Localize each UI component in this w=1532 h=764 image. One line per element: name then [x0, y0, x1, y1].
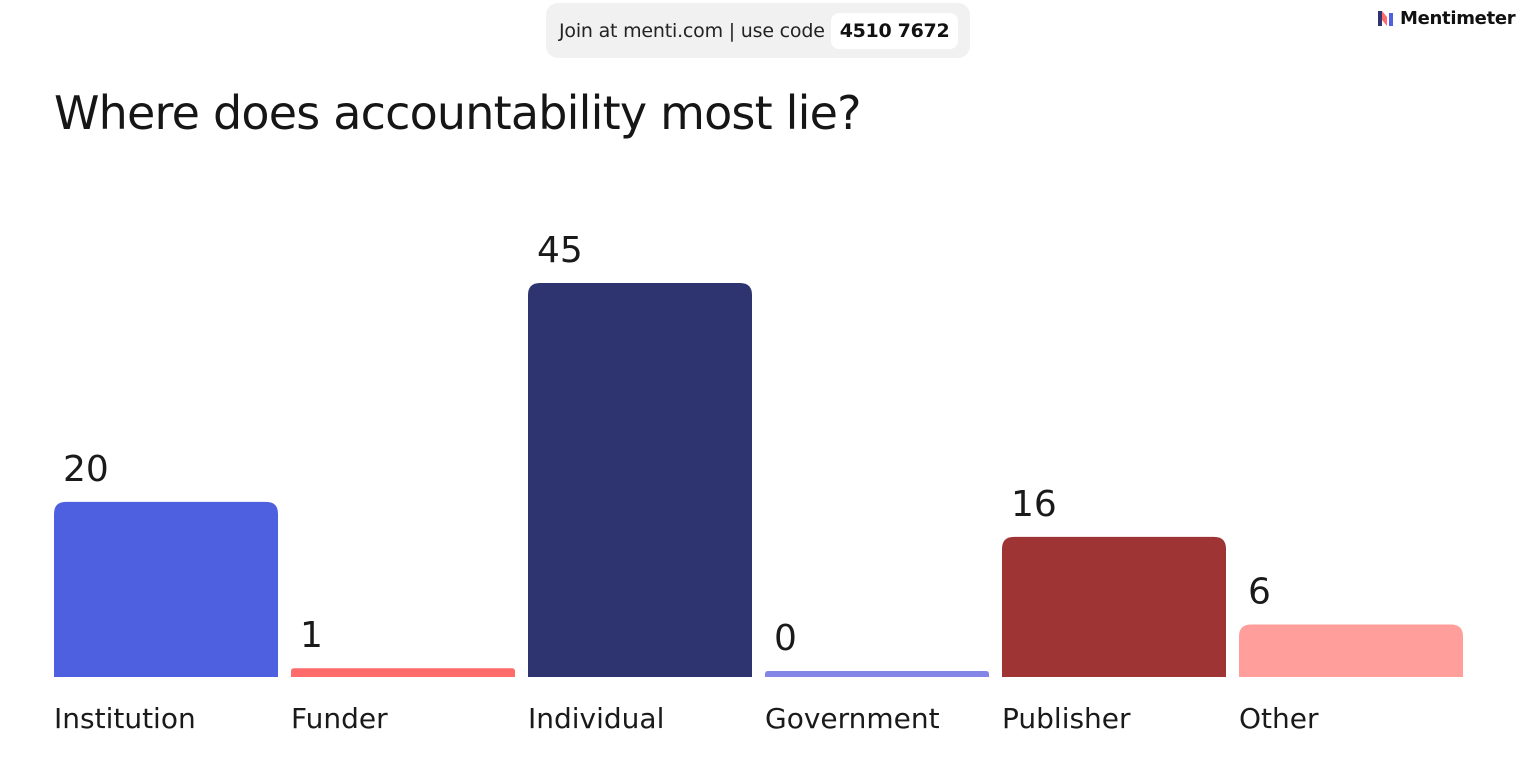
bar-government: [765, 671, 989, 677]
voting-code: 4510 7672: [830, 12, 959, 49]
bar-other: [1239, 624, 1463, 677]
value-label-individual: 45: [537, 230, 583, 271]
bar-individual: [528, 283, 752, 677]
category-label-individual: Individual: [528, 702, 664, 735]
bar-institution: [54, 501, 278, 677]
value-label-funder: 1: [300, 615, 323, 656]
category-label-publisher: Publisher: [1002, 702, 1131, 735]
bar-funder: [291, 668, 515, 677]
category-label-institution: Institution: [54, 702, 196, 735]
join-text: Join at menti.com | use code: [559, 19, 825, 42]
brand-name: Mentimeter: [1400, 8, 1516, 29]
value-label-government: 0: [774, 618, 797, 659]
category-label-government: Government: [765, 702, 940, 735]
category-label-funder: Funder: [291, 702, 388, 735]
bar-publisher: [1002, 536, 1226, 677]
value-label-publisher: 16: [1011, 484, 1057, 525]
value-label-other: 6: [1248, 571, 1271, 612]
join-instructions: Join at menti.com | use code 4510 7672: [546, 3, 970, 58]
mentimeter-logo-icon: [1378, 11, 1393, 26]
question-title: Where does accountability most lie?: [54, 86, 862, 140]
value-label-institution: 20: [63, 449, 109, 490]
brand: Mentimeter: [1378, 8, 1516, 29]
category-label-other: Other: [1239, 702, 1319, 735]
